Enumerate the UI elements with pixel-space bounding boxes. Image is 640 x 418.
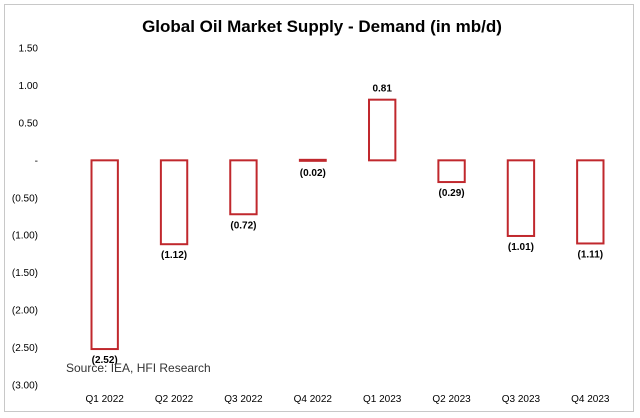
- y-tick-label: (3.00): [12, 381, 38, 392]
- category-label: Q1 2022: [86, 394, 125, 405]
- y-tick-label: 1.00: [19, 81, 39, 92]
- data-label: (1.12): [161, 250, 187, 261]
- y-tick-label: (0.50): [12, 193, 38, 204]
- bar: [298, 158, 327, 162]
- category-label: Q4 2022: [294, 394, 333, 405]
- data-label: (0.02): [300, 168, 326, 179]
- data-labels: (2.52) (1.12) (0.72) (0.02) 0.81 (0.29) (1.01)…: [92, 84, 603, 366]
- x-axis-category-labels: Q1 2022 Q2 2022 Q3 2022 Q4 2022 Q1 2023 Q2 20…: [86, 394, 610, 405]
- y-tick-label: -: [35, 156, 38, 167]
- chart-title: Global Oil Market Supply - Demand (in mb…: [142, 17, 502, 36]
- chart-frame: [4, 4, 634, 412]
- bar: [159, 159, 189, 246]
- y-tick-label: 0.50: [19, 118, 39, 129]
- category-label: Q3 2022: [224, 394, 263, 405]
- y-tick-label: (1.50): [12, 268, 38, 279]
- category-label: Q2 2022: [155, 394, 194, 405]
- bar: [576, 159, 605, 245]
- y-tick-label: 1.50: [19, 44, 39, 55]
- bar: [229, 159, 258, 216]
- bar: [368, 98, 397, 162]
- data-label: (0.29): [439, 188, 465, 199]
- category-label: Q3 2023: [502, 394, 541, 405]
- y-tick-label: (2.50): [12, 343, 38, 354]
- bars: [90, 98, 605, 351]
- bar: [506, 159, 536, 237]
- data-label: (2.52): [92, 355, 118, 366]
- category-label: Q2 2023: [432, 394, 471, 405]
- y-axis-tick-labels: 1.50 1.00 0.50 - (0.50) (1.00) (1.50) (2.00) (2.…: [12, 44, 39, 392]
- y-tick-label: (1.00): [12, 231, 38, 242]
- category-label: Q4 2023: [571, 394, 610, 405]
- data-label: (0.72): [230, 220, 256, 231]
- bar: [90, 159, 119, 351]
- y-tick-label: (2.00): [12, 306, 38, 317]
- bar: [437, 159, 466, 184]
- data-label: 0.81: [372, 84, 392, 95]
- source-annotation: Source: IEA, HFI Research: [66, 361, 211, 375]
- data-label: (1.11): [578, 249, 604, 260]
- data-label: (1.01): [508, 242, 534, 253]
- category-label: Q1 2023: [363, 394, 402, 405]
